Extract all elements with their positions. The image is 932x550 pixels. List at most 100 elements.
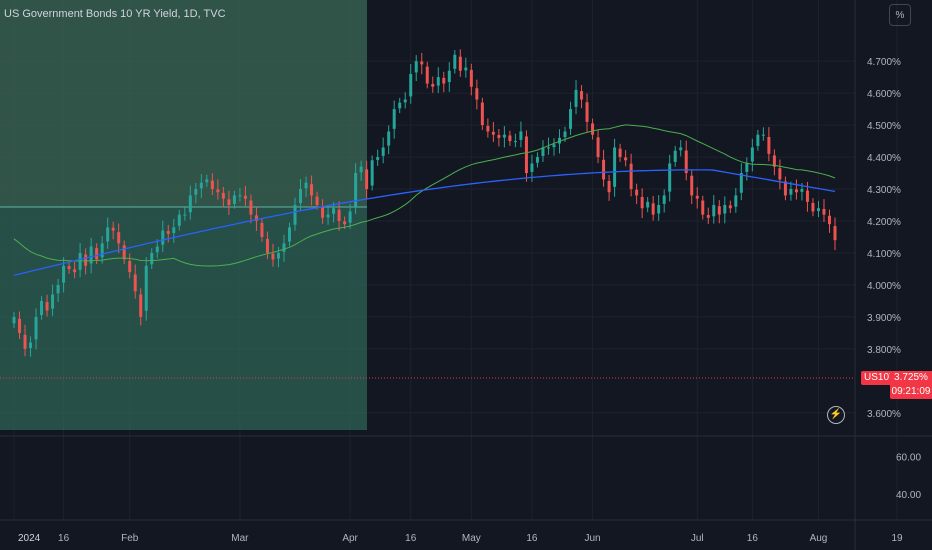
candle-body[interactable] (574, 89, 578, 107)
candle-body[interactable] (624, 157, 628, 161)
candle-body[interactable] (524, 136, 528, 174)
candle-body[interactable] (557, 137, 561, 144)
candle-body[interactable] (811, 202, 815, 212)
candle-body[interactable] (299, 189, 303, 204)
candle-body[interactable] (265, 238, 269, 253)
candle-body[interactable] (717, 206, 721, 215)
candle-body[interactable] (668, 163, 672, 192)
candle-body[interactable] (89, 246, 93, 264)
candle-body[interactable] (822, 208, 826, 215)
candle-body[interactable] (778, 168, 782, 180)
candle-body[interactable] (651, 203, 655, 215)
candle-body[interactable] (376, 157, 380, 160)
candle-body[interactable] (310, 184, 314, 196)
candle-body[interactable] (332, 208, 336, 214)
price-axis[interactable]: 4.700% 4.600% 4.500% 4.400% 4.300% 4.200% 4.10… (867, 57, 901, 420)
candle-body[interactable] (106, 227, 110, 242)
candle-body[interactable] (772, 155, 776, 167)
candle-body[interactable] (585, 102, 589, 122)
candle-body[interactable] (194, 189, 198, 195)
candle-body[interactable] (359, 166, 363, 173)
candle-body[interactable] (486, 125, 490, 132)
candle-body[interactable] (756, 134, 760, 146)
candle-body[interactable] (238, 195, 242, 197)
candle-body[interactable] (216, 189, 220, 193)
candle-body[interactable] (657, 205, 661, 214)
candle-body[interactable] (662, 195, 666, 204)
candle-body[interactable] (508, 135, 512, 142)
candle-body[interactable] (293, 205, 297, 225)
candle-body[interactable] (447, 70, 451, 83)
candle-body[interactable] (276, 252, 280, 259)
candle-body[interactable] (133, 274, 137, 292)
candle-body[interactable] (618, 148, 622, 158)
candle-body[interactable] (73, 269, 77, 273)
candle-body[interactable] (227, 199, 231, 206)
candle-body[interactable] (354, 173, 358, 207)
candle-body[interactable] (128, 260, 132, 273)
candle-body[interactable] (288, 227, 292, 242)
candle-body[interactable] (183, 214, 187, 216)
candle-body[interactable] (414, 61, 418, 73)
candle-body[interactable] (695, 195, 699, 199)
candle-body[interactable] (210, 180, 214, 190)
candle-body[interactable] (409, 73, 413, 97)
candle-body[interactable] (365, 169, 369, 190)
candle-body[interactable] (491, 131, 495, 135)
candle-body[interactable] (502, 134, 506, 138)
candle-body[interactable] (326, 214, 330, 218)
candle-body[interactable] (398, 102, 402, 109)
candle-body[interactable] (519, 131, 523, 140)
candle-body[interactable] (497, 135, 501, 138)
candle-body[interactable] (591, 123, 595, 135)
candle-body[interactable] (144, 265, 148, 311)
candle-body[interactable] (629, 163, 633, 190)
candle-body[interactable] (464, 67, 468, 71)
unit-button[interactable]: % (889, 4, 911, 26)
candle-body[interactable] (78, 252, 82, 270)
candle-body[interactable] (249, 200, 253, 215)
candle-body[interactable] (761, 134, 765, 136)
candle-body[interactable] (343, 221, 347, 225)
candle-body[interactable] (684, 150, 688, 174)
candle-body[interactable] (111, 227, 115, 231)
candle-body[interactable] (673, 150, 677, 162)
candle-body[interactable] (580, 91, 584, 100)
candle-body[interactable] (640, 196, 644, 209)
candle-body[interactable] (122, 245, 126, 260)
candle-body[interactable] (569, 109, 573, 129)
lightning-bolt-icon[interactable]: ⚡ (827, 406, 845, 424)
candle-body[interactable] (728, 205, 732, 209)
candle-body[interactable] (348, 211, 352, 223)
candle-body[interactable] (805, 190, 809, 202)
candle-body[interactable] (45, 302, 49, 311)
candle-body[interactable] (370, 160, 374, 186)
candle-body[interactable] (172, 227, 176, 234)
candle-body[interactable] (745, 163, 749, 172)
candle-body[interactable] (337, 209, 341, 222)
candle-body[interactable] (177, 214, 181, 226)
candle-body[interactable] (29, 342, 33, 349)
candle-body[interactable] (139, 294, 143, 317)
candle-body[interactable] (679, 147, 683, 151)
candle-body[interactable] (100, 243, 104, 258)
candle-body[interactable] (155, 246, 159, 253)
candle-body[interactable] (712, 205, 716, 217)
candle-body[interactable] (67, 266, 71, 269)
candle-body[interactable] (56, 284, 60, 294)
candle-body[interactable] (84, 254, 88, 266)
candle-body[interactable] (535, 157, 539, 163)
candle-body[interactable] (734, 195, 738, 207)
candle-body[interactable] (381, 147, 385, 156)
candle-body[interactable] (243, 195, 247, 199)
candle-body[interactable] (552, 144, 556, 148)
candle-body[interactable] (827, 215, 831, 225)
candle-body[interactable] (425, 66, 429, 84)
candle-body[interactable] (420, 61, 424, 65)
candle-body[interactable] (403, 99, 407, 103)
time-axis[interactable]: 2024 16 Feb Mar Apr 16 May 16 Jun Jul 16 Aug 19 (18, 533, 903, 544)
candle-body[interactable] (602, 159, 606, 180)
candle-body[interactable] (40, 300, 44, 315)
candle-body[interactable] (436, 77, 440, 86)
candle-body[interactable] (530, 163, 534, 172)
